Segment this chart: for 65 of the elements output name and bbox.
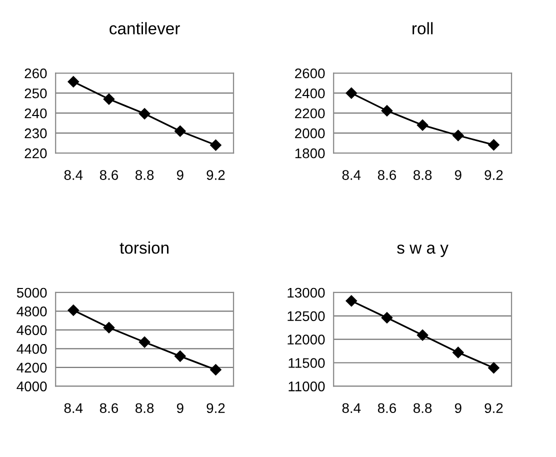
point [138,108,150,120]
point [68,76,79,88]
y-tick-label: 13000 [288,288,325,298]
y-tick-label: 2000 [295,128,325,138]
x-tick-label: 8.8 [414,403,432,414]
y-tick-label: 11000 [288,382,325,392]
y-tick-label: 250 [24,88,47,98]
chart-title: s w a y [397,244,448,258]
point [381,312,393,324]
point [452,346,464,358]
y-tick-label: 2200 [295,108,325,118]
y-tick-label: 11500 [288,358,325,368]
point [103,322,115,334]
x-tick-label: 9.2 [206,170,225,180]
point [346,295,357,307]
chart-title: roll [412,22,433,34]
y-tick-label: 240 [24,108,47,118]
point [452,130,464,142]
y-tick-label: 1800 [295,148,325,158]
y-tick-label: 4200 [16,362,47,373]
x-tick-label: 8.6 [100,403,118,414]
point [416,330,428,341]
y-tick-label: 12500 [288,311,325,322]
x-tick-label: 8.4 [342,403,361,414]
x-tick-label: 8.4 [64,170,83,180]
x-tick-label: 9 [176,403,184,414]
x-tick-label: 8.8 [136,170,154,180]
x-tick-label: 9 [176,170,184,180]
point [68,304,79,316]
chart-title: cantilever [110,22,180,34]
x-tick-label: 9.2 [484,403,503,414]
point [174,125,186,137]
point [488,362,500,374]
x-tick-label: 9 [454,170,462,180]
point [210,139,222,151]
y-tick-label: 4800 [16,306,47,316]
point [138,336,150,348]
x-tick-label: 9.2 [206,403,225,414]
y-tick-label: 260 [24,68,47,78]
x-tick-label: 8.8 [136,403,154,414]
x-tick-label: 9.2 [484,170,503,180]
x-tick-label: 8.6 [378,170,396,180]
y-tick-label: 230 [24,128,47,138]
x-tick-label: 8.8 [414,170,432,180]
point [174,350,186,362]
x-tick-label: 8.6 [100,170,118,180]
x-tick-label: 9 [454,403,462,414]
point [210,364,222,376]
point [416,120,428,131]
y-tick-label: 12000 [288,334,325,344]
y-tick-label: 220 [24,148,47,158]
y-tick-label: 4600 [16,325,47,336]
x-tick-label: 8.4 [342,170,361,180]
x-tick-label: 8.6 [378,403,396,414]
point [488,139,500,151]
y-tick-label: 4000 [16,382,47,392]
x-tick-label: 8.4 [64,403,83,414]
point [346,88,357,99]
point [381,105,393,116]
y-tick-label: 5000 [16,288,47,298]
chart-title: torsion [120,242,168,254]
y-tick-label: 4400 [16,344,47,354]
y-tick-label: 2400 [295,88,325,98]
y-tick-label: 2600 [295,68,325,78]
point [103,94,115,105]
